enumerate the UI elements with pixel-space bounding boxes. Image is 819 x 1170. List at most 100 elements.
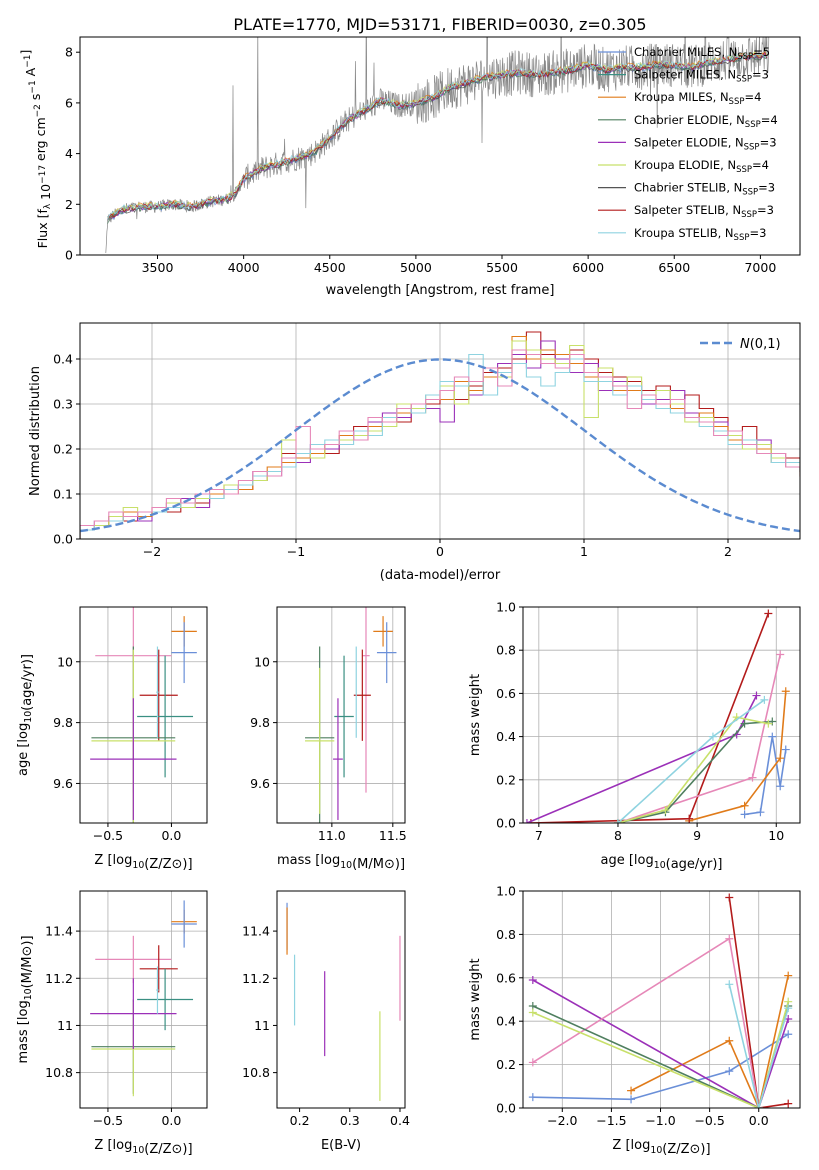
y-tick-label: 0.2 [496, 772, 516, 787]
weight-marker [528, 1093, 537, 1102]
x-axis-label: (data-model)/error [380, 568, 501, 583]
y-tick-label: 11 [254, 1018, 270, 1033]
data-point [139, 649, 178, 741]
weight-series-line [617, 716, 769, 823]
y-tick-label: 9.8 [53, 715, 73, 730]
x-tick-label: 11.5 [379, 828, 407, 843]
weight-series-line [530, 613, 770, 823]
panel-spectrum: 3500 4000 4500 5000 5500 6000 6500 7000 0 2 4 6 8 wav… [18, 36, 801, 298]
weight-series-line [728, 897, 789, 1108]
y-tick-label: 0.4 [53, 352, 73, 367]
y-tick-label: 6 [65, 95, 73, 110]
panel-age_vs_mass: 11.0 11.5 9.6 9.8 10 mass [log10(M/M⊙)] [250, 606, 407, 872]
y-tick-label: 0.4 [496, 1014, 516, 1029]
y-tick-label: 2 [65, 197, 73, 212]
weight-series-line [617, 654, 781, 823]
y-tick-label: 0.2 [53, 442, 73, 457]
data-point [137, 655, 194, 778]
weight-marker [781, 687, 790, 696]
y-axis-label: Flux [fλ 10−17 erg cm−2 s−1 A−1] [18, 50, 53, 249]
histogram-step [80, 349, 800, 539]
x-axis-label: age [log10(age/yr)] [601, 853, 723, 872]
model-line [107, 52, 768, 220]
model-line [107, 51, 768, 219]
y-tick-label: 8 [65, 45, 73, 60]
y-axis-label: mass weight [468, 674, 483, 756]
x-tick-label: 7000 [744, 260, 776, 275]
weight-marker [725, 1036, 734, 1045]
x-tick-label: −0.5 [93, 1113, 123, 1128]
figure-title: PLATE=1770, MJD=53171, FIBERID=0030, z=0… [233, 15, 646, 34]
x-tick-label: 2 [724, 544, 732, 559]
x-tick-label: 0.0 [161, 828, 181, 843]
weight-marker [725, 1067, 734, 1076]
weight-marker [627, 1095, 636, 1104]
data-point [139, 945, 178, 993]
weight-series-line [532, 1033, 789, 1101]
y-tick-label: 0.0 [496, 816, 516, 831]
x-tick-label: 4000 [228, 260, 260, 275]
weight-series-line [526, 695, 758, 823]
x-tick-label: 5500 [486, 260, 518, 275]
weight-marker [768, 732, 777, 741]
plot-area [80, 891, 207, 1108]
x-axis-label: Z [log10(Z/Z⊙)] [612, 1138, 710, 1157]
y-tick-label: 0.4 [496, 729, 516, 744]
weight-marker [776, 650, 785, 659]
x-tick-label: −1 [287, 544, 305, 559]
weight-marker [523, 819, 531, 823]
weight-marker [613, 819, 622, 823]
y-tick-label: 0.8 [496, 643, 516, 658]
y-tick-label: 11 [57, 1018, 73, 1033]
x-tick-label: −0.5 [93, 828, 123, 843]
x-tick-label: −2.0 [547, 1113, 577, 1128]
x-axis-label: wavelength [Angstrom, rest frame] [326, 283, 555, 298]
panel-mass_vs_ebv: 0.2 0.3 0.4 10.8 11 11.2 11.4 E(B-V) [242, 890, 410, 1153]
histogram-step [80, 340, 800, 539]
plot-area [80, 607, 207, 823]
legend-label: Kroupa ELODIE, NSSP=4 [634, 158, 769, 175]
data-point [90, 978, 177, 1050]
legend-label: N(0,1) [740, 337, 781, 352]
x-axis-label: Z [log10(Z/Z⊙)] [94, 853, 192, 872]
data-point [333, 698, 343, 820]
weight-marker [725, 934, 734, 943]
y-tick-label: 0.1 [53, 487, 73, 502]
x-tick-label: 6000 [572, 260, 604, 275]
weight-marker [740, 810, 749, 819]
x-axis-label: E(B-V) [321, 1138, 361, 1153]
y-tick-label: 9.8 [250, 715, 270, 730]
y-tick-label: 4 [65, 146, 73, 161]
data-point [362, 607, 370, 793]
y-tick-label: 11.4 [242, 924, 270, 939]
weight-marker [528, 1008, 537, 1017]
y-tick-label: 11.4 [45, 924, 73, 939]
x-tick-label: 0.0 [749, 1113, 769, 1128]
panel-mass_vs_Z: −0.5 0.0 10.8 11 11.2 11.4 Z [log10(Z/Z⊙)] mass… [16, 890, 208, 1157]
x-tick-label: 4500 [314, 260, 346, 275]
axes-frame [79, 606, 208, 824]
x-tick-label: 0.3 [340, 1113, 360, 1128]
legend-label: Kroupa MILES, NSSP=4 [634, 90, 761, 107]
histogram-step [80, 340, 800, 539]
legend-label: Chabrier STELIB, NSSP=3 [634, 181, 775, 198]
x-axis-label: Z [log10(Z/Z⊙)] [94, 1138, 192, 1157]
y-tick-label: 0.8 [496, 927, 516, 942]
x-tick-label: 0.2 [290, 1113, 310, 1128]
y-tick-label: 11.2 [242, 971, 270, 986]
x-tick-label: 9 [693, 828, 701, 843]
y-axis-label: Normed distribution [28, 366, 43, 496]
data-point [171, 900, 197, 948]
legend: N(0,1) [700, 337, 781, 352]
data-point [90, 698, 177, 820]
weight-marker [528, 1058, 537, 1067]
data-point [156, 966, 159, 1014]
weight-marker [748, 773, 757, 782]
axes-frame [79, 36, 801, 256]
y-tick-label: 0.6 [496, 686, 516, 701]
y-tick-label: 0.6 [496, 970, 516, 985]
weight-marker [661, 806, 670, 815]
data-point [305, 667, 335, 814]
plot-area [523, 891, 800, 1108]
